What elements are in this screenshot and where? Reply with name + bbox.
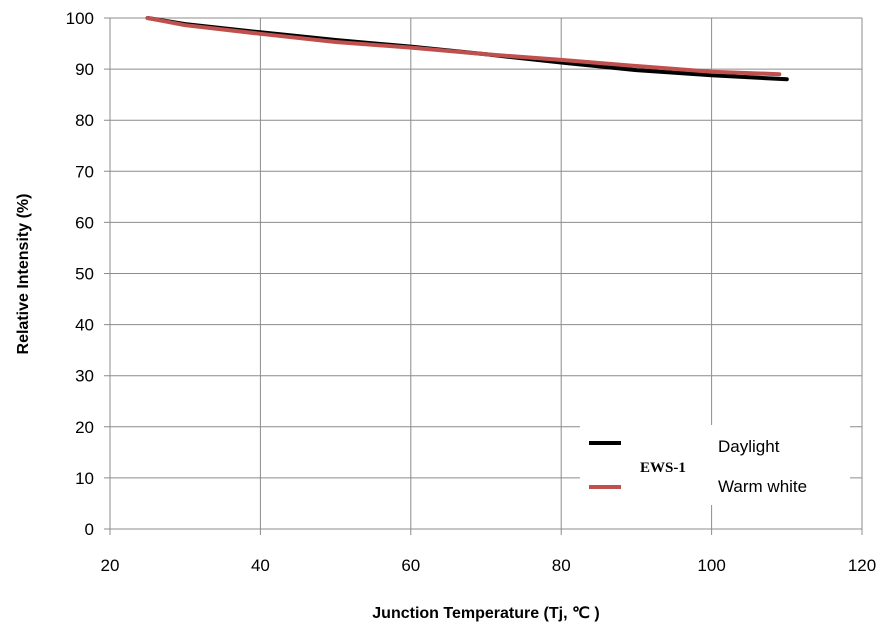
grid-lines	[104, 17, 863, 535]
y-tick-label: 20	[75, 418, 94, 437]
series-lines	[145, 16, 789, 82]
legend-entry-daylight: Daylight	[718, 437, 780, 456]
x-tick-label: 100	[697, 556, 725, 575]
legend-entry-warm-white: Warm white	[718, 477, 807, 496]
x-tick-label: 80	[552, 556, 571, 575]
y-axis-ticks: 0 10 20 30 40 50 60 70 80 90 100	[66, 9, 94, 539]
legend: Daylight Warm white EWS-1	[580, 425, 850, 505]
y-tick-label: 10	[75, 469, 94, 488]
y-tick-label: 100	[66, 9, 94, 28]
y-tick-label: 60	[75, 213, 94, 232]
x-axis-ticks: 20 40 60 80 100 120	[101, 556, 877, 575]
series-line-warm-white	[145, 16, 782, 77]
x-tick-label: 60	[401, 556, 420, 575]
legend-box	[580, 425, 850, 505]
x-axis-title: Junction Temperature (Tj, ℃ )	[372, 605, 599, 622]
y-tick-label: 70	[75, 162, 94, 181]
legend-group-label: EWS-1	[640, 460, 686, 476]
y-tick-label: 90	[75, 60, 94, 79]
y-tick-label: 80	[75, 111, 94, 130]
y-tick-label: 0	[85, 520, 94, 539]
y-tick-label: 50	[75, 265, 94, 284]
x-tick-label: 40	[251, 556, 270, 575]
x-tick-label: 20	[101, 556, 120, 575]
y-tick-label: 40	[75, 316, 94, 335]
x-tick-label: 120	[848, 556, 876, 575]
y-tick-label: 30	[75, 367, 94, 386]
y-axis-title: Relative Intensity (%)	[15, 194, 32, 355]
